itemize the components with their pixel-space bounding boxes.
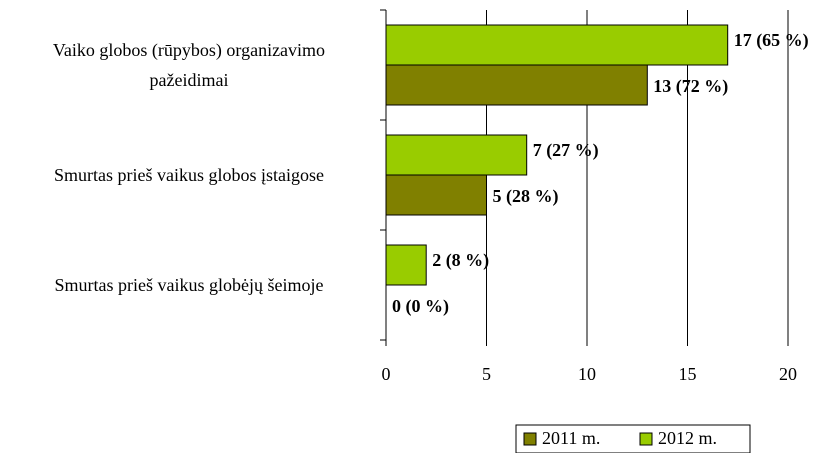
bar [385,174,487,216]
legend-swatch [639,432,653,446]
value-label: 2 (8 %) [432,250,489,271]
x-tick-label: 15 [679,364,697,384]
bar [385,134,528,176]
value-label: 17 (65 %) [734,30,809,51]
value-label: 5 (28 %) [493,186,559,207]
value-label: 7 (27 %) [533,140,599,161]
x-tick-label: 0 [382,364,391,384]
legend-swatch [523,432,537,446]
bar [385,244,427,286]
category-label: Vaiko globos (rūpybos) organizavimo paže… [52,40,326,90]
legend-box [515,424,751,453]
legend-label: 2011 m. [542,428,600,448]
legend-label: 2012 m. [658,428,717,448]
category-label: Smurtas prieš vaikus globėjų šeimoje [54,275,324,295]
bar [385,64,648,106]
value-label: 13 (72 %) [653,76,728,97]
bar [385,24,729,66]
value-label: 0 (0 %) [392,296,449,317]
x-tick-label: 5 [482,364,491,384]
category-label: Smurtas prieš vaikus globos įstaigose [54,165,324,185]
x-tick-label: 10 [578,364,596,384]
x-tick-label: 20 [779,364,797,384]
